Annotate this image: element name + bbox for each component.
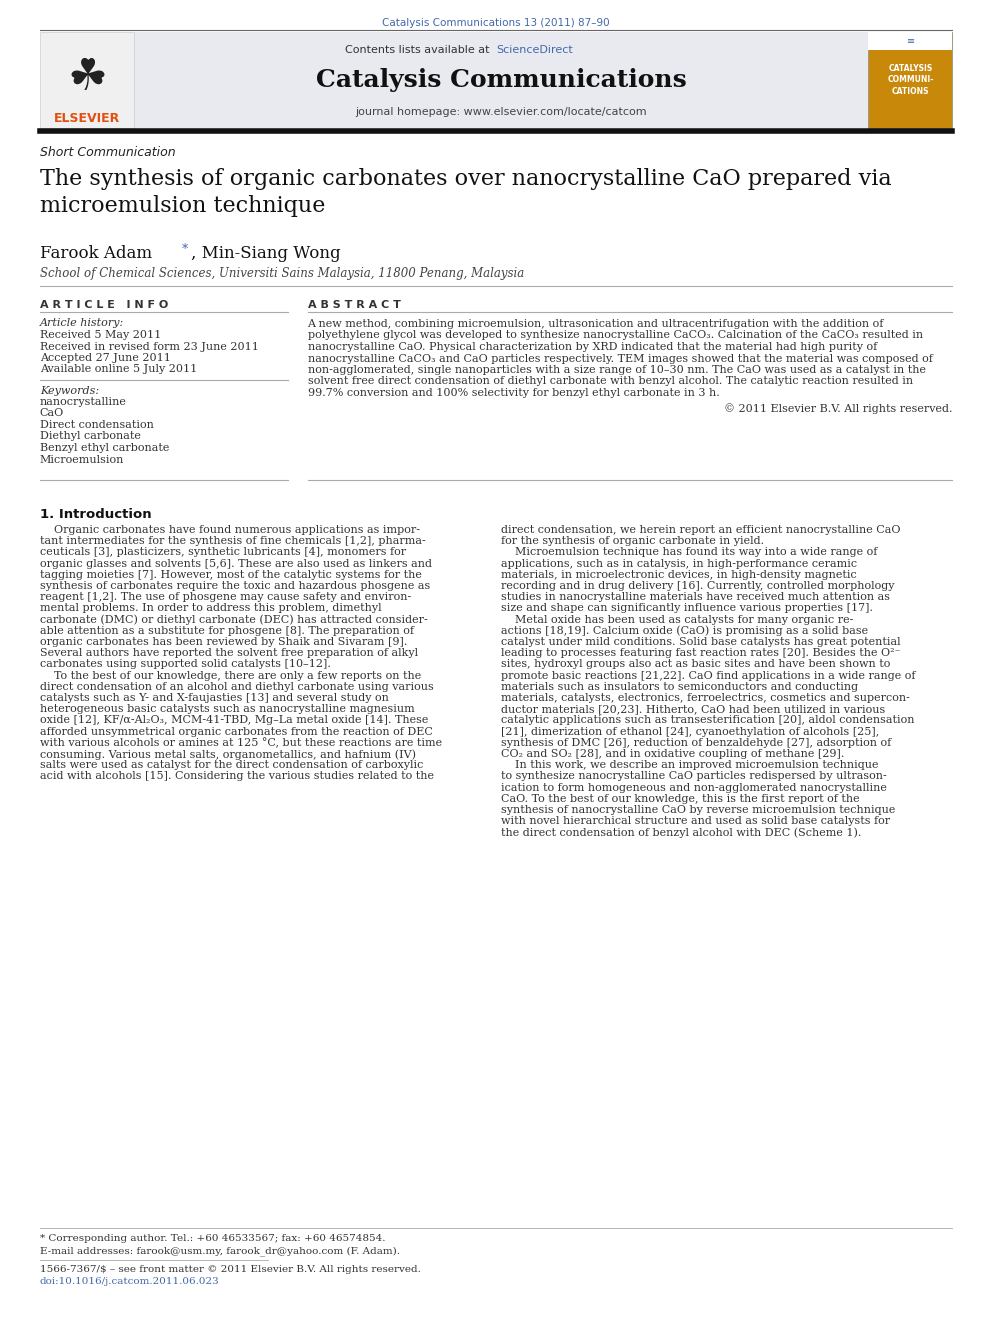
- Bar: [868, 32, 952, 128]
- Text: Benzyl ethyl carbonate: Benzyl ethyl carbonate: [40, 443, 169, 452]
- Text: catalytic applications such as transesterification [20], aldol condensation: catalytic applications such as transeste…: [501, 716, 915, 725]
- Text: acid with alcohols [15]. Considering the various studies related to the: acid with alcohols [15]. Considering the…: [40, 771, 434, 782]
- Text: Microemulsion technique has found its way into a wide range of: Microemulsion technique has found its wa…: [501, 548, 877, 557]
- Text: School of Chemical Sciences, Universiti Sains Malaysia, 11800 Penang, Malaysia: School of Chemical Sciences, Universiti …: [40, 267, 524, 280]
- Text: Farook Adam: Farook Adam: [40, 245, 157, 262]
- Text: to synthesize nanocrystalline CaO particles redispersed by ultrason-: to synthesize nanocrystalline CaO partic…: [501, 771, 887, 782]
- Text: CATALYSIS
COMMUNICATIONS: CATALYSIS COMMUNICATIONS: [888, 107, 933, 118]
- Text: promote basic reactions [21,22]. CaO find applications in a wide range of: promote basic reactions [21,22]. CaO fin…: [501, 671, 916, 680]
- Text: Keywords:: Keywords:: [40, 386, 99, 396]
- Text: synthesis of nanocrystalline CaO by reverse microemulsion technique: synthesis of nanocrystalline CaO by reve…: [501, 804, 896, 815]
- Text: Catalysis Communications: Catalysis Communications: [315, 67, 686, 93]
- Text: 99.7% conversion and 100% selectivity for benzyl ethyl carbonate in 3 h.: 99.7% conversion and 100% selectivity fo…: [308, 388, 719, 398]
- Text: organic carbonates has been reviewed by Shaik and Sivaram [9].: organic carbonates has been reviewed by …: [40, 636, 407, 647]
- Text: sites, hydroxyl groups also act as basic sites and have been shown to: sites, hydroxyl groups also act as basic…: [501, 659, 891, 669]
- Text: Diethyl carbonate: Diethyl carbonate: [40, 431, 141, 442]
- Text: CaO. To the best of our knowledge, this is the first report of the: CaO. To the best of our knowledge, this …: [501, 794, 860, 804]
- Text: A B S T R A C T: A B S T R A C T: [308, 300, 401, 310]
- Text: , Min-Siang Wong: , Min-Siang Wong: [191, 245, 341, 262]
- Text: Accepted 27 June 2011: Accepted 27 June 2011: [40, 353, 171, 363]
- Text: Short Communication: Short Communication: [40, 146, 176, 159]
- Text: ≡: ≡: [907, 36, 915, 46]
- Text: the direct condensation of benzyl alcohol with DEC (Scheme 1).: the direct condensation of benzyl alcoho…: [501, 827, 861, 837]
- Text: organic glasses and solvents [5,6]. These are also used as linkers and: organic glasses and solvents [5,6]. Thes…: [40, 558, 432, 569]
- Text: © 2011 Elsevier B.V. All rights reserved.: © 2011 Elsevier B.V. All rights reserved…: [724, 404, 952, 414]
- Text: studies in nanocrystalline materials have received much attention as: studies in nanocrystalline materials hav…: [501, 593, 890, 602]
- Text: size and shape can significantly influence various properties [17].: size and shape can significantly influen…: [501, 603, 873, 614]
- Text: The synthesis of organic carbonates over nanocrystalline CaO prepared via
microe: The synthesis of organic carbonates over…: [40, 168, 891, 217]
- Text: synthesis of carbonates require the toxic and hazardous phosgene as: synthesis of carbonates require the toxi…: [40, 581, 430, 591]
- Text: direct condensation, we herein report an efficient nanocrystalline CaO: direct condensation, we herein report an…: [501, 525, 901, 534]
- Text: [21], dimerization of ethanol [24], cyanoethylation of alcohols [25],: [21], dimerization of ethanol [24], cyan…: [501, 726, 879, 737]
- Text: ication to form homogeneous and non-agglomerated nanocrystalline: ication to form homogeneous and non-aggl…: [501, 783, 887, 792]
- Text: afforded unsymmetrical organic carbonates from the reaction of DEC: afforded unsymmetrical organic carbonate…: [40, 726, 433, 737]
- Text: leading to processes featuring fast reaction rates [20]. Besides the O²⁻: leading to processes featuring fast reac…: [501, 648, 901, 659]
- Text: CaO: CaO: [40, 409, 63, 418]
- Text: * Corresponding author. Tel.: +60 46533567; fax: +60 46574854.: * Corresponding author. Tel.: +60 465335…: [40, 1234, 385, 1244]
- Text: actions [18,19]. Calcium oxide (CaO) is promising as a solid base: actions [18,19]. Calcium oxide (CaO) is …: [501, 626, 868, 636]
- Text: materials, in microelectronic devices, in high-density magnetic: materials, in microelectronic devices, i…: [501, 570, 857, 579]
- Text: with various alcohols or amines at 125 °C, but these reactions are time: with various alcohols or amines at 125 °…: [40, 738, 441, 749]
- Text: polyethylene glycol was developed to synthesize nanocrystalline CaCO₃. Calcinati: polyethylene glycol was developed to syn…: [308, 331, 923, 340]
- Text: ceuticals [3], plasticizers, synthetic lubricants [4], monomers for: ceuticals [3], plasticizers, synthetic l…: [40, 548, 406, 557]
- Text: synthesis of DMC [26], reduction of benzaldehyde [27], adsorption of: synthesis of DMC [26], reduction of benz…: [501, 738, 891, 747]
- Text: materials such as insulators to semiconductors and conducting: materials such as insulators to semicond…: [501, 681, 858, 692]
- Text: In this work, we describe an improved microemulsion technique: In this work, we describe an improved mi…: [501, 761, 879, 770]
- Text: CATALYSIS
COMMUNI-
CATIONS: CATALYSIS COMMUNI- CATIONS: [888, 65, 933, 95]
- Text: CO₂ and SO₂ [28], and in oxidative coupling of methane [29].: CO₂ and SO₂ [28], and in oxidative coupl…: [501, 749, 844, 759]
- Text: nanocrystalline: nanocrystalline: [40, 397, 127, 407]
- Text: Metal oxide has been used as catalysts for many organic re-: Metal oxide has been used as catalysts f…: [501, 615, 853, 624]
- Text: salts were used as catalyst for the direct condensation of carboxylic: salts were used as catalyst for the dire…: [40, 761, 423, 770]
- Text: 1566-7367/$ – see front matter © 2011 Elsevier B.V. All rights reserved.: 1566-7367/$ – see front matter © 2011 El…: [40, 1265, 421, 1274]
- Text: applications, such as in catalysis, in high-performance ceramic: applications, such as in catalysis, in h…: [501, 558, 857, 569]
- Text: Microemulsion: Microemulsion: [40, 455, 124, 464]
- Text: tant intermediates for the synthesis of fine chemicals [1,2], pharma-: tant intermediates for the synthesis of …: [40, 536, 426, 546]
- Text: doi:10.1016/j.catcom.2011.06.023: doi:10.1016/j.catcom.2011.06.023: [40, 1277, 219, 1286]
- Text: solvent free direct condensation of diethyl carbonate with benzyl alcohol. The c: solvent free direct condensation of diet…: [308, 377, 913, 386]
- Text: Several authors have reported the solvent free preparation of alkyl: Several authors have reported the solven…: [40, 648, 418, 659]
- Text: Received in revised form 23 June 2011: Received in revised form 23 June 2011: [40, 341, 259, 352]
- Text: carbonate (DMC) or diethyl carbonate (DEC) has attracted consider-: carbonate (DMC) or diethyl carbonate (DE…: [40, 615, 428, 626]
- Text: ☘: ☘: [67, 57, 107, 99]
- Text: recording and in drug delivery [16]. Currently, controlled morphology: recording and in drug delivery [16]. Cur…: [501, 581, 895, 591]
- Text: A new method, combining microemulsion, ultrasonication and ultracentrifugation w: A new method, combining microemulsion, u…: [308, 319, 884, 329]
- Text: heterogeneous basic catalysts such as nanocrystalline magnesium: heterogeneous basic catalysts such as na…: [40, 704, 415, 714]
- Text: nanocrystalline CaCO₃ and CaO particles respectively. TEM images showed that the: nanocrystalline CaCO₃ and CaO particles …: [308, 353, 932, 364]
- Text: Contents lists available at: Contents lists available at: [345, 45, 493, 56]
- Text: with novel hierarchical structure and used as solid base catalysts for: with novel hierarchical structure and us…: [501, 816, 890, 826]
- Text: non-agglomerated, single nanoparticles with a size range of 10–30 nm. The CaO wa: non-agglomerated, single nanoparticles w…: [308, 365, 926, 374]
- Bar: [40, 32, 134, 128]
- Text: Direct condensation: Direct condensation: [40, 419, 154, 430]
- Bar: [868, 32, 952, 50]
- Text: catalyst under mild conditions. Solid base catalysts has great potential: catalyst under mild conditions. Solid ba…: [501, 636, 901, 647]
- Text: Organic carbonates have found numerous applications as impor-: Organic carbonates have found numerous a…: [40, 525, 420, 534]
- Text: ScienceDirect: ScienceDirect: [496, 45, 572, 56]
- Text: for the synthesis of organic carbonate in yield.: for the synthesis of organic carbonate i…: [501, 536, 764, 546]
- Text: journal homepage: www.elsevier.com/locate/catcom: journal homepage: www.elsevier.com/locat…: [355, 107, 647, 116]
- Text: A R T I C L E   I N F O: A R T I C L E I N F O: [40, 300, 168, 310]
- Text: To the best of our knowledge, there are only a few reports on the: To the best of our knowledge, there are …: [40, 671, 421, 680]
- Text: Catalysis Communications 13 (2011) 87–90: Catalysis Communications 13 (2011) 87–90: [382, 19, 610, 28]
- Text: nanocrystalline CaO. Physical characterization by XRD indicated that the materia: nanocrystalline CaO. Physical characteri…: [308, 343, 877, 352]
- Text: tagging moieties [7]. However, most of the catalytic systems for the: tagging moieties [7]. However, most of t…: [40, 570, 422, 579]
- Text: ductor materials [20,23]. Hitherto, CaO had been utilized in various: ductor materials [20,23]. Hitherto, CaO …: [501, 704, 885, 714]
- Text: E-mail addresses: farook@usm.my, farook_dr@yahoo.com (F. Adam).: E-mail addresses: farook@usm.my, farook_…: [40, 1246, 400, 1256]
- Text: oxide [12], KF/α-Al₂O₃, MCM-41-TBD, Mg–La metal oxide [14]. These: oxide [12], KF/α-Al₂O₃, MCM-41-TBD, Mg–L…: [40, 716, 429, 725]
- Text: reagent [1,2]. The use of phosgene may cause safety and environ-: reagent [1,2]. The use of phosgene may c…: [40, 593, 411, 602]
- Text: Received 5 May 2011: Received 5 May 2011: [40, 329, 161, 340]
- Text: materials, catalysts, electronics, ferroelectrics, cosmetics and supercon-: materials, catalysts, electronics, ferro…: [501, 693, 910, 703]
- Text: direct condensation of an alcohol and diethyl carbonate using various: direct condensation of an alcohol and di…: [40, 681, 434, 692]
- Text: Available online 5 July 2011: Available online 5 July 2011: [40, 365, 197, 374]
- Text: carbonates using supported solid catalysts [10–12].: carbonates using supported solid catalys…: [40, 659, 330, 669]
- Text: able attention as a substitute for phosgene [8]. The preparation of: able attention as a substitute for phosg…: [40, 626, 414, 636]
- Text: *: *: [182, 243, 187, 255]
- Text: catalysts such as Y- and X-faujasties [13] and several study on: catalysts such as Y- and X-faujasties [1…: [40, 693, 389, 703]
- Text: ELSEVIER: ELSEVIER: [55, 111, 120, 124]
- Text: mental problems. In order to address this problem, dimethyl: mental problems. In order to address thi…: [40, 603, 381, 614]
- Text: consuming. Various metal salts, organometallics, and hafnium (IV): consuming. Various metal salts, organome…: [40, 749, 416, 759]
- Text: 1. Introduction: 1. Introduction: [40, 508, 152, 521]
- Text: Article history:: Article history:: [40, 318, 124, 328]
- Bar: [134, 32, 868, 128]
